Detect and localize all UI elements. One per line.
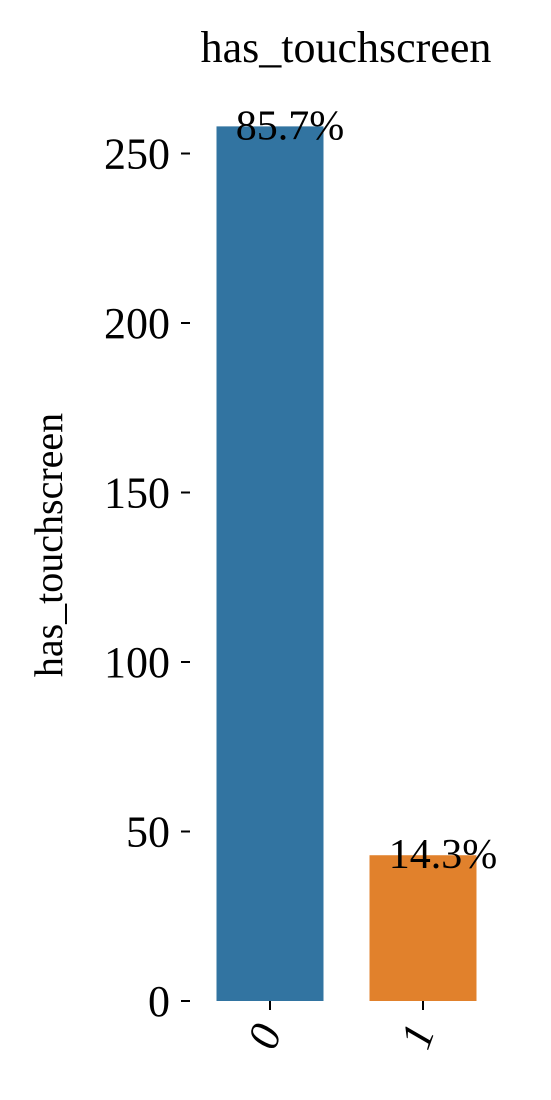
x-tick-label: 1 [391, 1018, 445, 1055]
bar-data-label: 85.7% [236, 103, 345, 149]
y-tick-label: 100 [104, 638, 170, 687]
x-tick-label: 0 [238, 1018, 292, 1055]
y-tick-label: 150 [104, 469, 170, 518]
y-tick-label: 0 [148, 977, 170, 1026]
y-axis-label: has_touchscreen [26, 413, 71, 677]
data-labels-group: 85.7% 14.3% [236, 103, 498, 878]
bar-0 [216, 126, 324, 1001]
y-axis: 0 50 100 150 200 250 [104, 130, 190, 1026]
y-tick-label: 200 [104, 299, 170, 348]
chart-title: has_touchscreen [201, 23, 492, 72]
bar-1 [369, 855, 477, 1001]
bars-group [216, 126, 477, 1001]
y-tick-label: 250 [104, 130, 170, 179]
y-tick-label: 50 [126, 808, 170, 857]
bar-data-label: 14.3% [389, 832, 498, 878]
